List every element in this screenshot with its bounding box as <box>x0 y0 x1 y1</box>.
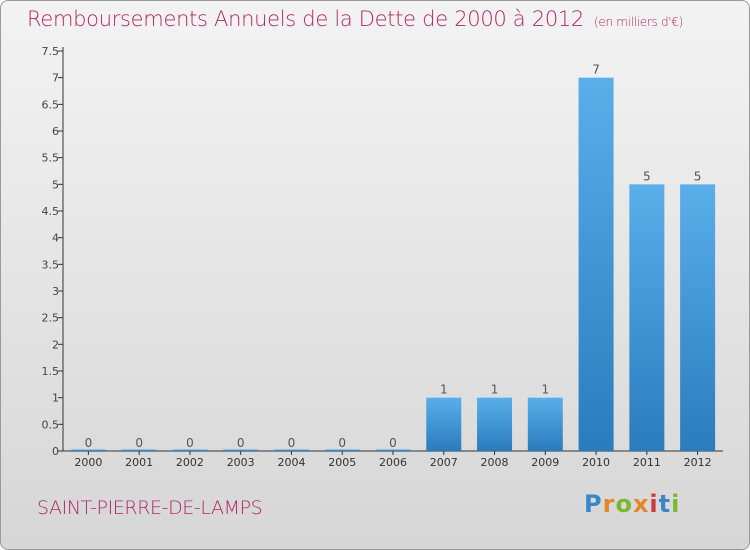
bar-2012 <box>680 184 716 452</box>
data-label: 0 <box>389 436 397 450</box>
x-tick-label: 2008 <box>481 456 509 469</box>
x-tick-label: 2001 <box>125 456 153 469</box>
x-tick-label: 2000 <box>74 456 102 469</box>
x-tick-label: 2011 <box>633 456 661 469</box>
bar-2004 <box>273 449 309 451</box>
x-tick-label: 2009 <box>531 456 559 469</box>
data-label: 0 <box>237 436 245 450</box>
y-tick-label: 1 <box>52 392 59 405</box>
y-tick-label: 3.5 <box>42 258 60 271</box>
x-tick-label: 2005 <box>328 456 356 469</box>
x-tick-label: 2002 <box>176 456 204 469</box>
y-tick-label: 4.5 <box>42 205 60 218</box>
logo-letter: i <box>671 490 681 518</box>
logo-letter: r <box>602 490 616 518</box>
logo-letter: i <box>649 490 659 518</box>
x-tick-label: 2010 <box>582 456 610 469</box>
data-label: 0 <box>338 436 346 450</box>
x-tick-label: 2003 <box>227 456 255 469</box>
bar-2011 <box>629 184 665 452</box>
y-tick-label: 2 <box>52 338 59 351</box>
y-tick-label: 7.5 <box>42 45 60 58</box>
data-label: 1 <box>491 383 499 397</box>
logo-letter: P <box>584 490 603 518</box>
bar-2000 <box>70 449 106 451</box>
y-tick-label: 6.5 <box>42 98 60 111</box>
y-tick-label: 3 <box>52 285 59 298</box>
chart-title-text: Remboursements Annuels de la Dette de 20… <box>27 7 584 31</box>
y-tick-label: 0.5 <box>42 418 60 431</box>
unit-note: (en milliers d'€) <box>594 15 684 29</box>
data-label: 0 <box>186 436 194 450</box>
x-tick-label: 2006 <box>379 456 407 469</box>
bar-2005 <box>324 449 360 451</box>
y-tick-label: 4 <box>52 232 59 245</box>
bar-2008 <box>477 397 513 451</box>
bar-2009 <box>527 397 563 451</box>
bar-2006 <box>375 449 411 451</box>
bar-2002 <box>172 449 208 451</box>
data-label: 5 <box>643 169 651 183</box>
data-label: 5 <box>694 169 702 183</box>
data-label: 0 <box>85 436 93 450</box>
y-tick-label: 5 <box>52 178 59 191</box>
data-label: 1 <box>541 383 549 397</box>
logo-letter: t <box>658 490 672 518</box>
x-tick-label: 2012 <box>684 456 712 469</box>
x-tick-label: 2007 <box>430 456 458 469</box>
y-tick-label: 0 <box>52 445 59 458</box>
data-label: 1 <box>440 383 448 397</box>
y-tick-label: 6 <box>52 125 59 138</box>
y-tick-label: 2.5 <box>42 312 60 325</box>
x-tick-label: 2004 <box>277 456 305 469</box>
bar-2010 <box>578 77 614 452</box>
proxiti-logo: Proxiti <box>584 490 680 518</box>
bar-2007 <box>426 397 462 451</box>
y-tick-label: 5.5 <box>42 152 60 165</box>
commune-name: SAINT-PIERRE-DE-LAMPS <box>37 497 263 519</box>
logo-letter: o <box>615 490 633 518</box>
bar-2001 <box>121 449 157 451</box>
bar-2003 <box>223 449 259 451</box>
chart-title: Remboursements Annuels de la Dette de 20… <box>27 7 683 31</box>
logo-letter: x <box>632 490 650 518</box>
y-tick-label: 1.5 <box>42 365 60 378</box>
data-label: 0 <box>288 436 296 450</box>
y-tick-label: 7 <box>52 72 59 85</box>
data-label: 0 <box>135 436 143 450</box>
data-label: 7 <box>592 63 600 77</box>
